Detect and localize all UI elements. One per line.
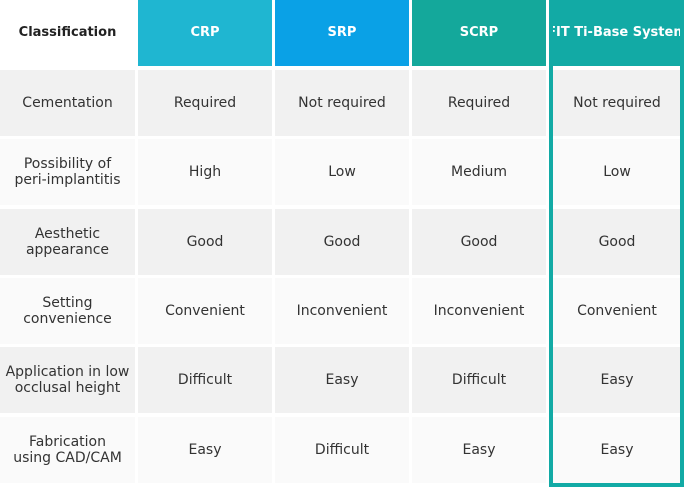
table-cell: Low [275,139,409,206]
table-cell: Good [275,208,409,275]
table-cell: Easy [412,416,546,483]
table-cell: Required [138,70,272,136]
table-cell: High [138,139,272,206]
table-cell: Good [550,208,684,275]
table-cell: Not required [275,70,409,136]
table-cell: Difficult [412,347,546,414]
row-label: Cementation [0,70,135,136]
header-cell: SRP [275,0,409,66]
table-cell: Medium [412,139,546,206]
table-cell: Good [138,208,272,275]
table-cell: Difficult [275,416,409,483]
header-cell: Classification [0,0,135,66]
table-cell: Not required [550,70,684,136]
table-cell: Required [412,70,546,136]
header-cell: SCRP [412,0,546,66]
table-cell: Easy [550,416,684,483]
row-label: Application in low occlusal height [0,347,135,414]
table-cell: Low [550,139,684,206]
row-label: Setting convenience [0,277,135,344]
header-cell: CRP [138,0,272,66]
table-cell: Easy [138,416,272,483]
row-label: Fabrication using CAD/CAM [0,416,135,483]
table-cell: Convenient [550,277,684,344]
table-cell: Easy [550,347,684,414]
table-cell: Good [412,208,546,275]
row-label: Aesthetic appearance [0,208,135,275]
header-cell: FIT Ti-Base System [550,0,684,66]
table-cell: Inconvenient [412,277,546,344]
table-cell: Difficult [138,347,272,414]
table-cell: Inconvenient [275,277,409,344]
table-cell: Easy [275,347,409,414]
row-label: Possibility of peri-implantitis [0,139,135,206]
table-cell: Convenient [138,277,272,344]
